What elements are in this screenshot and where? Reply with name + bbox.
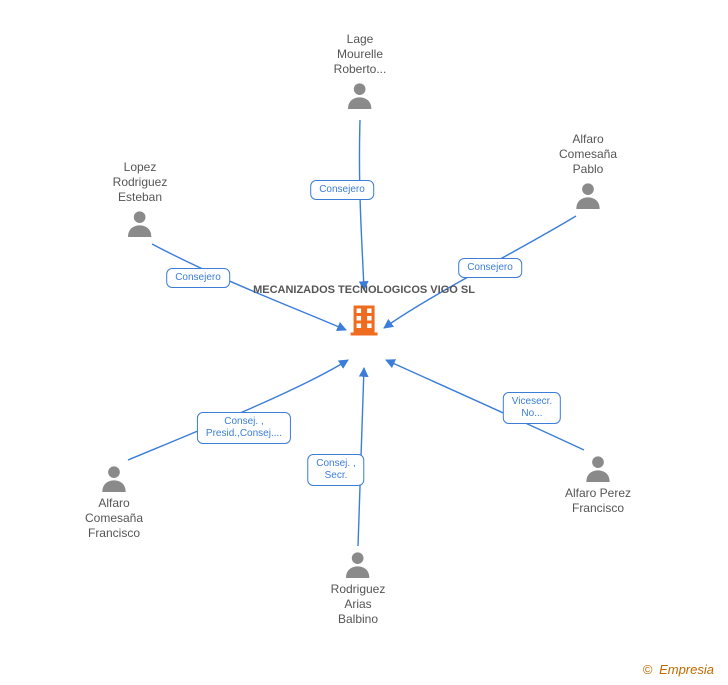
- person-label: Lopez Rodriguez Esteban: [113, 160, 168, 205]
- person-icon: [344, 550, 372, 578]
- copyright-symbol: ©: [643, 662, 653, 677]
- person-node: Alfaro Comesaña Francisco: [85, 464, 143, 541]
- person-icon: [100, 464, 128, 492]
- person-icon: [584, 454, 612, 482]
- edge-label: Consej. , Secr.: [307, 454, 364, 486]
- person-icon: [574, 181, 602, 209]
- person-icon: [126, 209, 154, 237]
- edge-line: [128, 360, 348, 460]
- watermark: © Empresia: [643, 662, 714, 677]
- center-company-node: MECANIZADOS TECNOLOGICOS VIGO SL: [253, 283, 475, 337]
- edge-label: Consej. , Presid.,Consej....: [197, 412, 291, 444]
- person-label: Alfaro Comesaña Pablo: [559, 132, 617, 177]
- edge-label: Consejero: [458, 258, 522, 278]
- person-node: Alfaro Comesaña Pablo: [559, 132, 617, 209]
- person-icon: [346, 81, 374, 109]
- person-node: Lage Mourelle Roberto...: [334, 32, 387, 109]
- person-label: Alfaro Comesaña Francisco: [85, 496, 143, 541]
- edge-line: [359, 120, 364, 290]
- person-node: Lopez Rodriguez Esteban: [113, 160, 168, 237]
- person-node: Rodriguez Arias Balbino: [331, 550, 386, 627]
- person-node: Alfaro Perez Francisco: [565, 454, 631, 516]
- edge-label: Vicesecr. No...: [503, 392, 561, 424]
- edge-label: Consejero: [310, 180, 374, 200]
- diagram-canvas: Lage Mourelle Roberto... Alfaro Comesaña…: [0, 0, 728, 685]
- person-label: Rodriguez Arias Balbino: [331, 582, 386, 627]
- building-icon: [346, 301, 382, 337]
- person-label: Alfaro Perez Francisco: [565, 486, 631, 516]
- person-label: Lage Mourelle Roberto...: [334, 32, 387, 77]
- center-company-label: MECANIZADOS TECNOLOGICOS VIGO SL: [253, 283, 475, 297]
- edge-label: Consejero: [166, 268, 230, 288]
- watermark-brand: Empresia: [659, 662, 714, 677]
